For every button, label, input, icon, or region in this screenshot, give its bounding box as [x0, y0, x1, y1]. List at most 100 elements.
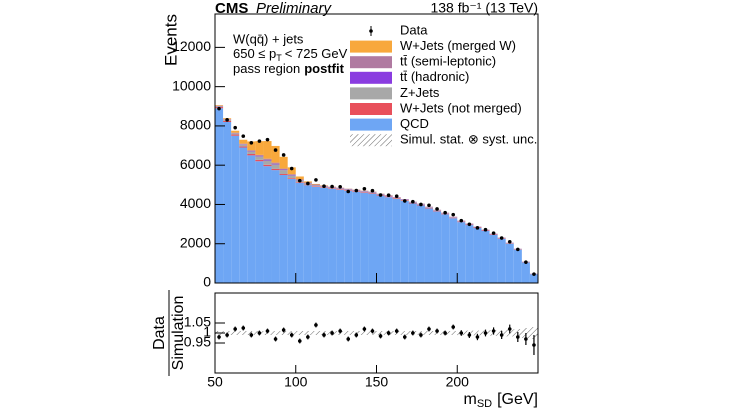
data-point	[257, 139, 262, 143]
x-tick-label: 200	[446, 374, 470, 390]
histogram-segment	[263, 160, 272, 165]
y-tick-label: 4000	[180, 195, 211, 211]
experiment: CMS	[215, 0, 248, 17]
annotation: < 725 GeV	[285, 46, 348, 61]
ratio-point	[435, 329, 439, 333]
data-point	[249, 141, 254, 145]
histogram-segment	[247, 150, 256, 152]
ratio-point	[467, 333, 472, 337]
ratio-y-label: Simulation	[170, 296, 187, 371]
data-point	[499, 236, 504, 240]
ratio-point	[289, 333, 294, 337]
ratio-point	[257, 331, 262, 335]
data-point	[483, 227, 488, 232]
legend-marker	[350, 103, 392, 115]
y-tick-label: 6000	[180, 156, 211, 172]
histogram-segment	[424, 207, 434, 209]
histogram-segment	[287, 178, 296, 179]
data-point	[467, 222, 472, 227]
annotation: W(qq̄) + jets	[233, 31, 304, 46]
data-point	[314, 178, 318, 182]
data-point	[362, 186, 367, 191]
histogram-segment	[311, 186, 320, 187]
histogram-segment	[344, 190, 353, 283]
histogram-segment	[303, 185, 312, 283]
x-axis-label: m	[463, 391, 476, 408]
legend-marker	[350, 71, 392, 84]
histogram-segment	[336, 189, 345, 190]
histogram-segment	[360, 192, 369, 283]
ratio-point	[322, 333, 326, 337]
histogram-segment	[239, 144, 248, 147]
data-point	[451, 212, 456, 217]
y-tick-label: 12000	[172, 38, 211, 54]
histogram-segment	[392, 198, 401, 199]
histogram-segment	[271, 164, 280, 169]
histogram-segment	[328, 188, 337, 283]
histogram-segment	[231, 130, 240, 133]
histogram-segment	[295, 176, 304, 180]
data-point	[386, 193, 391, 198]
ratio-point	[443, 331, 447, 335]
y-tick-label: 1	[203, 324, 211, 340]
histogram-segment	[392, 198, 401, 283]
histogram-segment	[255, 156, 264, 160]
histogram-segment	[223, 121, 232, 283]
data-point	[346, 189, 351, 194]
ratio-point	[354, 333, 359, 337]
histogram-segment	[344, 188, 353, 190]
data-point	[306, 181, 310, 186]
y-tick-label: 10000	[172, 77, 211, 93]
ratio-point	[402, 335, 407, 339]
data-point	[217, 106, 221, 111]
ratio-point	[249, 333, 254, 337]
y-tick-label: 2000	[180, 234, 211, 250]
y-tick-label: 8000	[180, 117, 211, 133]
annotation: pass region postfit	[233, 61, 345, 76]
histogram-segment	[263, 158, 272, 160]
x-tick-label: 50	[207, 374, 223, 390]
ratio-point	[532, 343, 536, 347]
ratio-point	[378, 334, 383, 338]
uncertainty-band	[424, 331, 434, 335]
histogram-segment	[271, 145, 280, 163]
histogram-segment	[465, 225, 474, 283]
histogram-segment	[449, 218, 458, 283]
data-point	[297, 178, 302, 183]
ratio-point	[297, 339, 302, 343]
data-point	[225, 118, 229, 122]
y-tick-label: 1.05	[184, 314, 211, 330]
histogram-segment	[311, 183, 320, 185]
data-point	[491, 231, 496, 235]
histogram-segment	[529, 274, 538, 283]
legend-marker	[350, 56, 392, 69]
histogram-segment	[384, 197, 393, 283]
legend-label: Data	[400, 22, 428, 37]
legend-label: Z+Jets	[400, 85, 440, 100]
ratio-point	[411, 331, 415, 335]
legend-marker	[350, 134, 392, 147]
histogram-segment	[255, 154, 264, 156]
ratio-point	[338, 329, 342, 333]
data-point	[435, 207, 439, 211]
uncertainty-band	[449, 331, 458, 335]
data-point	[459, 218, 464, 223]
data-point	[427, 203, 431, 208]
histogram-segment	[239, 147, 248, 283]
ratio-point	[491, 329, 496, 333]
y-tick-label: 0	[203, 274, 211, 290]
lumi: 138 fb⁻¹ (13 TeV)	[430, 0, 538, 16]
histogram-segment	[311, 186, 320, 283]
ratio-point	[483, 331, 488, 335]
x-axis-label: [GeV]	[497, 391, 538, 408]
histogram-segment	[247, 155, 256, 283]
legend-label: W+Jets (not merged)	[400, 100, 522, 115]
histogram-segment	[239, 139, 248, 144]
histogram-segment	[505, 243, 514, 283]
uncertainty-band	[271, 331, 280, 335]
histogram-segment	[263, 159, 272, 161]
data-point	[507, 239, 512, 244]
histogram-segment	[255, 141, 264, 155]
histogram-segment	[311, 185, 320, 187]
data-point	[378, 193, 383, 197]
